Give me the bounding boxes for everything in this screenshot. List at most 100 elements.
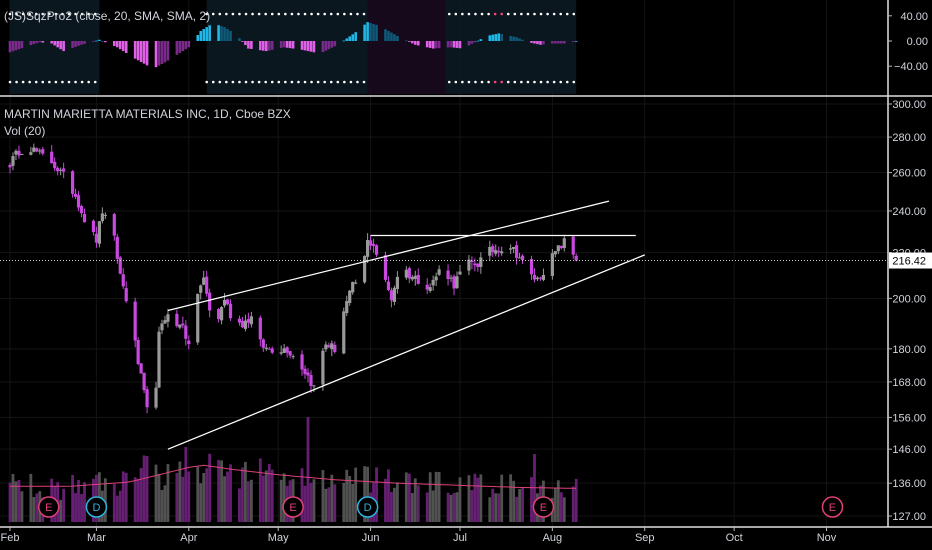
- dividend-marker[interactable]: D: [356, 496, 379, 518]
- volume-bar: [62, 488, 66, 522]
- price-axis[interactable]: 40.00 0.00 −40.00 300.00 280.00 260.00 240.00 2…: [888, 11, 932, 523]
- candle-body: [115, 236, 119, 259]
- candle-body: [327, 345, 331, 348]
- candle-body: [184, 325, 188, 339]
- volume-bar: [20, 491, 24, 522]
- squeeze-dot: [231, 12, 235, 16]
- squeeze-band: [445, 0, 577, 94]
- candle-body: [389, 290, 394, 301]
- momentum-bar: [160, 41, 164, 64]
- squeeze-dot: [290, 12, 294, 16]
- momentum-bar: [35, 41, 39, 44]
- dividend-marker[interactable]: D: [85, 496, 108, 518]
- candle-body: [279, 352, 283, 354]
- indicator-tick-label: 0.00: [907, 36, 928, 48]
- momentum-bar: [41, 41, 45, 43]
- squeeze-dot: [211, 80, 215, 84]
- squeeze-dot: [493, 80, 497, 84]
- momentum-bar: [411, 41, 414, 44]
- candle-body: [392, 287, 397, 303]
- candle-body: [20, 153, 24, 155]
- momentum-bar: [533, 41, 536, 44]
- squeeze-dot: [231, 80, 235, 84]
- candle-body: [553, 251, 557, 255]
- price-tick-label: 280.00: [892, 132, 926, 144]
- squeeze-dot: [87, 80, 90, 84]
- squeeze-dot: [526, 80, 530, 84]
- candle-body: [121, 274, 125, 287]
- volume-legend[interactable]: Vol (20): [4, 124, 46, 138]
- candle-body: [386, 281, 391, 291]
- momentum-bar: [479, 39, 483, 41]
- time-axis[interactable]: Feb Mar Apr May Jun Jul Aug Sep Oct Nov: [1, 527, 837, 544]
- volume-bar: [488, 497, 492, 522]
- squeeze-dot: [28, 12, 31, 16]
- price-tick-label: 136.00: [892, 478, 926, 490]
- earnings-marker[interactable]: E: [282, 496, 304, 518]
- candle-body: [455, 276, 459, 289]
- earnings-marker[interactable]: E: [821, 496, 844, 518]
- squeeze-dot: [277, 80, 281, 84]
- momentum-bar: [56, 41, 59, 48]
- volume-bar: [553, 488, 557, 522]
- pane-separators[interactable]: [0, 0, 932, 528]
- momentum-bar: [408, 41, 411, 42]
- momentum-bar: [83, 41, 86, 44]
- volume-bar: [434, 471, 438, 522]
- momentum-bar: [571, 41, 575, 42]
- event-letter: D: [364, 502, 372, 514]
- volume-bar: [8, 482, 12, 522]
- candle-body: [467, 259, 471, 271]
- volume-bar: [223, 476, 226, 522]
- volume-bar: [178, 461, 182, 522]
- volume-bar: [136, 478, 140, 522]
- symbol-title[interactable]: MARTIN MARIETTA MATERIALS INC, 1D, Cboe …: [4, 107, 291, 121]
- volume-bar: [163, 485, 167, 522]
- candle-body: [491, 246, 495, 253]
- squeeze-dot: [74, 12, 77, 16]
- candle-body: [181, 323, 185, 326]
- candle-body: [428, 287, 432, 291]
- volume-bar: [425, 492, 429, 522]
- candle-body: [300, 354, 304, 370]
- volume-bar: [77, 479, 80, 522]
- earnings-marker[interactable]: E: [37, 496, 60, 518]
- momentum-bar: [142, 41, 146, 64]
- candle-body: [50, 151, 54, 164]
- candle-body: [351, 281, 355, 293]
- trendlines[interactable]: [167, 200, 645, 450]
- candle-body: [303, 368, 307, 375]
- volume-bar: [530, 477, 533, 522]
- candle-body: [217, 309, 221, 320]
- momentum-bar: [509, 35, 512, 41]
- candle-body: [559, 245, 563, 249]
- candle-body: [76, 195, 81, 208]
- squeeze-dot: [218, 80, 222, 84]
- momentum-bar: [306, 41, 310, 52]
- candle-body: [261, 339, 265, 348]
- candle-body: [187, 340, 191, 345]
- indicator-tick-label: 40.00: [900, 11, 928, 23]
- squeeze-dot: [467, 80, 471, 84]
- squeeze-dot: [336, 80, 340, 84]
- squeeze-dot: [329, 80, 333, 84]
- momentum-bar: [80, 41, 83, 45]
- volume-bar: [571, 486, 575, 522]
- momentum-bar: [145, 41, 149, 66]
- indicator-legend[interactable]: (JS)SqzPro2 (close, 20, SMA, SMA, 2): [4, 9, 211, 23]
- volume-bar: [175, 473, 179, 522]
- squeeze-dot: [323, 80, 326, 84]
- volume-bar: [118, 490, 122, 522]
- volume-bar: [476, 477, 480, 522]
- volume-bar: [562, 497, 566, 522]
- squeeze-dot: [225, 12, 228, 16]
- candlesticks[interactable]: [8, 143, 578, 414]
- momentum-bar: [124, 41, 128, 53]
- volume-bar: [345, 469, 349, 522]
- squeeze-dot: [87, 12, 90, 16]
- earnings-marker[interactable]: E: [532, 496, 555, 518]
- momentum-bar: [539, 41, 542, 45]
- volume-bar: [431, 490, 435, 522]
